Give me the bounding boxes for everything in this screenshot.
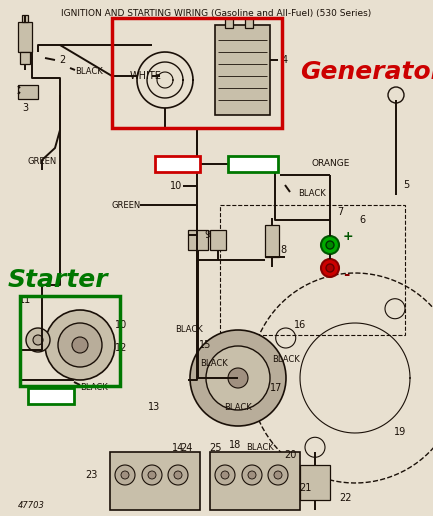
Circle shape bbox=[148, 471, 156, 479]
Circle shape bbox=[326, 264, 334, 272]
Text: 15: 15 bbox=[199, 340, 211, 350]
Text: GREEN: GREEN bbox=[27, 157, 57, 167]
Bar bbox=[112, 18, 282, 128]
Text: 8: 8 bbox=[280, 245, 286, 255]
Text: BLACK: BLACK bbox=[200, 359, 228, 367]
Circle shape bbox=[321, 259, 339, 277]
Circle shape bbox=[274, 471, 282, 479]
Bar bbox=[210, 452, 300, 510]
Bar bbox=[22, 15, 28, 22]
Circle shape bbox=[142, 465, 162, 485]
Text: Generator: Generator bbox=[300, 60, 433, 84]
Text: 23: 23 bbox=[86, 470, 98, 480]
Text: BLACK: BLACK bbox=[272, 356, 300, 364]
Bar bbox=[245, 18, 253, 28]
Text: GREEN: GREEN bbox=[112, 201, 141, 209]
Text: 5: 5 bbox=[403, 180, 409, 190]
Text: 21: 21 bbox=[299, 483, 311, 493]
Bar bbox=[228, 156, 278, 172]
Text: 25: 25 bbox=[209, 443, 221, 453]
Circle shape bbox=[121, 471, 129, 479]
Text: 22: 22 bbox=[339, 493, 351, 503]
Circle shape bbox=[215, 465, 235, 485]
Text: 47703: 47703 bbox=[18, 501, 45, 509]
Text: 10: 10 bbox=[170, 181, 182, 191]
Text: 6: 6 bbox=[359, 215, 365, 225]
Text: ORANGE: ORANGE bbox=[312, 158, 350, 168]
Circle shape bbox=[33, 335, 43, 345]
Text: 4: 4 bbox=[282, 55, 288, 65]
Bar bbox=[18, 85, 38, 99]
Text: Starter: Starter bbox=[8, 268, 109, 292]
Text: 16: 16 bbox=[294, 320, 306, 330]
Text: 3: 3 bbox=[22, 103, 28, 113]
Circle shape bbox=[174, 471, 182, 479]
Text: 12: 12 bbox=[115, 343, 127, 353]
Bar bbox=[300, 465, 330, 500]
Text: BLACK: BLACK bbox=[80, 383, 108, 393]
Bar bbox=[28, 388, 74, 404]
Circle shape bbox=[168, 465, 188, 485]
Bar bbox=[20, 296, 120, 386]
Circle shape bbox=[45, 310, 115, 380]
Text: 19: 19 bbox=[394, 427, 406, 437]
Bar bbox=[18, 22, 32, 52]
Text: 9: 9 bbox=[204, 230, 210, 240]
Circle shape bbox=[228, 368, 248, 388]
Bar bbox=[188, 230, 208, 250]
Text: WHITE: WHITE bbox=[160, 159, 195, 169]
Text: BLACK: BLACK bbox=[75, 68, 103, 76]
Text: BLACK: BLACK bbox=[224, 404, 252, 412]
Text: WHITE: WHITE bbox=[130, 71, 162, 81]
Text: 24: 24 bbox=[180, 443, 192, 453]
Bar bbox=[210, 230, 226, 250]
Circle shape bbox=[206, 346, 270, 410]
Text: IGNITION AND STARTING WIRING (Gasoline and All-Fuel) (530 Series): IGNITION AND STARTING WIRING (Gasoline a… bbox=[61, 9, 371, 18]
Text: +: + bbox=[343, 231, 354, 244]
Circle shape bbox=[268, 465, 288, 485]
Text: -: - bbox=[343, 267, 349, 282]
Text: 7: 7 bbox=[337, 207, 343, 217]
Text: 14: 14 bbox=[172, 443, 184, 453]
Text: 11: 11 bbox=[19, 295, 31, 305]
Bar bbox=[110, 452, 200, 510]
Text: 2: 2 bbox=[59, 55, 65, 65]
Text: 20: 20 bbox=[284, 450, 296, 460]
Bar bbox=[220, 205, 405, 335]
Text: BLACK: BLACK bbox=[298, 188, 326, 198]
Circle shape bbox=[190, 330, 286, 426]
Circle shape bbox=[242, 465, 262, 485]
Text: BLACK: BLACK bbox=[175, 326, 203, 334]
Bar bbox=[265, 225, 279, 257]
Circle shape bbox=[326, 241, 334, 249]
Text: 13: 13 bbox=[148, 402, 160, 412]
Text: WHITE: WHITE bbox=[33, 391, 69, 401]
Circle shape bbox=[58, 323, 102, 367]
Text: 17: 17 bbox=[270, 383, 282, 393]
Circle shape bbox=[321, 236, 339, 254]
Bar bbox=[155, 156, 200, 172]
Text: WHITE: WHITE bbox=[235, 159, 271, 169]
Bar bbox=[215, 25, 270, 115]
Bar bbox=[225, 18, 233, 28]
Circle shape bbox=[248, 471, 256, 479]
Text: 18: 18 bbox=[229, 440, 241, 450]
Text: BLACK: BLACK bbox=[246, 443, 274, 452]
Circle shape bbox=[115, 465, 135, 485]
Text: 10: 10 bbox=[115, 320, 127, 330]
Circle shape bbox=[221, 471, 229, 479]
Circle shape bbox=[72, 337, 88, 353]
Bar bbox=[20, 52, 30, 64]
Circle shape bbox=[26, 328, 50, 352]
